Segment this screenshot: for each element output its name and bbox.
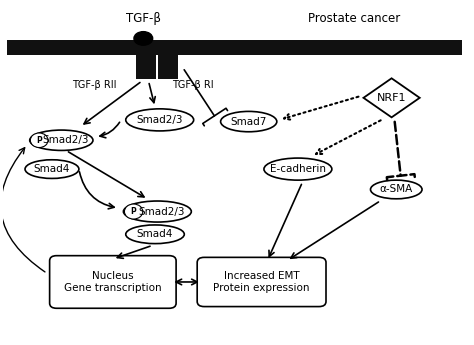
Text: Smad4: Smad4 xyxy=(137,229,173,239)
Ellipse shape xyxy=(30,133,48,148)
Text: TGF-β RII: TGF-β RII xyxy=(72,80,117,90)
FancyBboxPatch shape xyxy=(50,256,176,308)
Ellipse shape xyxy=(30,130,93,150)
Text: TGF-β: TGF-β xyxy=(126,11,161,24)
Text: Smad2/3: Smad2/3 xyxy=(137,115,183,125)
Bar xyxy=(158,40,178,79)
Polygon shape xyxy=(364,78,419,117)
Ellipse shape xyxy=(126,109,194,131)
Text: Smad7: Smad7 xyxy=(230,117,267,127)
Text: Smad2/3: Smad2/3 xyxy=(138,207,185,217)
Text: Smad2/3: Smad2/3 xyxy=(42,135,88,145)
Ellipse shape xyxy=(220,111,277,132)
Ellipse shape xyxy=(264,158,332,180)
Text: E-cadherin: E-cadherin xyxy=(270,164,326,174)
Ellipse shape xyxy=(123,201,191,222)
Text: Increased EMT
Protein expression: Increased EMT Protein expression xyxy=(213,271,310,293)
Text: NRF1: NRF1 xyxy=(377,93,406,103)
Text: Prostate cancer: Prostate cancer xyxy=(308,11,400,24)
Ellipse shape xyxy=(126,225,184,244)
Text: Nucleus
Gene transcription: Nucleus Gene transcription xyxy=(64,271,162,293)
Text: P: P xyxy=(36,136,42,145)
Bar xyxy=(137,40,156,79)
Text: α-SMA: α-SMA xyxy=(380,185,413,195)
FancyArrowPatch shape xyxy=(1,148,45,272)
Text: P: P xyxy=(131,207,137,216)
Text: TGF-β RI: TGF-β RI xyxy=(172,80,213,90)
Bar xyxy=(8,40,462,56)
FancyBboxPatch shape xyxy=(197,257,326,307)
Ellipse shape xyxy=(125,204,143,219)
Ellipse shape xyxy=(25,160,79,178)
Circle shape xyxy=(134,32,153,45)
Ellipse shape xyxy=(371,180,422,199)
Text: Smad4: Smad4 xyxy=(34,164,70,174)
